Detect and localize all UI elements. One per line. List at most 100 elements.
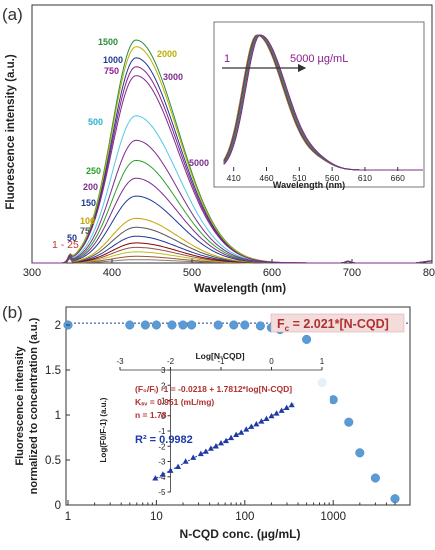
chart-a-inset: 410 460 510 560 610 660 Wavelength (nm) 1 500… <box>213 21 425 190</box>
inset-b-y-tick-label: -2 <box>158 442 166 451</box>
x-tick-label: 100 <box>235 511 254 523</box>
curve-label: 1000 <box>103 55 123 65</box>
curve-label: 750 <box>104 66 119 76</box>
inset-b-data-point <box>283 404 290 411</box>
inset-b-fit-line <box>152 403 295 481</box>
data-point <box>178 320 188 330</box>
inset-x-tick-label: 460 <box>259 173 273 183</box>
inset-b-x-tick-label: 0 <box>269 357 274 366</box>
inset-a-frame <box>213 21 425 188</box>
data-point <box>344 417 354 427</box>
data-point <box>355 448 365 458</box>
inset-b-y-tick-label: -1 <box>158 427 166 436</box>
inset-a-xticks: 410 460 510 560 610 660 <box>227 167 405 183</box>
fit-label: Fc = 2.021*[N-CQD] <box>277 317 389 333</box>
inset-a-xlabel: Wavelength (nm) <box>273 180 345 190</box>
curve-label: 150 <box>81 198 96 208</box>
x-tick-label: 700 <box>343 267 361 279</box>
inset-b-n: n = 1.78 <box>135 410 167 420</box>
chart-b-inset: -3 -2 -1 0 1 -5 -4 -3 -2 -1 0 1 2 3 Log[N-CQD] Log(F0… <box>99 351 330 497</box>
x-tick-label: 400 <box>103 267 121 279</box>
curve-label: 50 <box>67 233 77 243</box>
y-tick-label: 0 <box>55 500 61 512</box>
inset-b-xlabel: Log[N-CQD] <box>195 351 244 361</box>
inset-b-data-point <box>253 420 260 427</box>
inset-a-arrow-from: 1 <box>224 53 230 65</box>
chart-b-frame <box>65 306 411 506</box>
fit-label-box <box>270 313 405 333</box>
inset-x-tick-label: 660 <box>391 173 405 183</box>
chart-b-ylabel-line1: Fluorescence intensity <box>14 346 26 466</box>
x-tick-label: 300 <box>23 267 41 279</box>
inset-b-ksv: Kₛᵥ = 0.951 (mL/mg) <box>135 397 214 407</box>
inset-b-x-tick-label: -3 <box>116 357 124 366</box>
data-point <box>167 320 177 330</box>
data-point <box>229 320 239 330</box>
inset-b-data-point <box>182 458 189 464</box>
chart-a: 300 400 500 600 700 800 Wavelength (nm) Fluor… <box>5 4 435 295</box>
data-point <box>390 494 400 504</box>
chart-b-xlabel: N-CQD conc. (µg/mL) <box>180 527 301 541</box>
chart-a-curves <box>32 39 433 264</box>
curve-label: 75 <box>80 226 90 236</box>
chart-b: 1 10 100 1000 00.511.52 N-CQD conc. (µg/mL)… <box>14 306 411 541</box>
x-tick-label: 10 <box>150 511 163 523</box>
panel-a-label: (a) <box>2 5 23 24</box>
inset-b-y-tick-label: 3 <box>161 366 166 375</box>
x-tick-label: 600 <box>263 267 281 279</box>
inset-spectrum-line <box>223 34 423 171</box>
inset-b-y-tick-label: -5 <box>158 488 166 497</box>
inset-x-tick-label: 410 <box>227 173 241 183</box>
inset-b-y-tick-label: 1 <box>161 397 166 406</box>
x-tick-label: 1 <box>65 511 71 523</box>
inset-b-data-point <box>248 423 255 429</box>
data-point <box>213 320 223 330</box>
inset-x-tick-label: 510 <box>292 173 306 183</box>
curve-label: 3000 <box>163 72 183 82</box>
inset-b-x-tick-label: -1 <box>217 357 225 366</box>
inset-x-tick-label: 610 <box>358 173 372 183</box>
data-point <box>370 473 380 483</box>
inset-b-y-tick-label: -3 <box>158 458 166 467</box>
data-point <box>125 320 135 330</box>
spectrum-line <box>32 139 433 264</box>
panel-b-label: (b) <box>2 303 23 322</box>
y-tick-label: 1 <box>55 410 61 422</box>
x-tick-label: 500 <box>183 267 201 279</box>
inset-b-ylabel: Log(F0/F-1) (a.u.) <box>99 397 108 462</box>
chart-a-ylabel: Fluorescence intensity (a.u.) <box>5 54 17 209</box>
inset-a-arrow-to: 5000 µg/mL <box>290 53 348 65</box>
inset-b-y-tick-label: 0 <box>161 412 166 421</box>
inset-b-y-tick-label: 2 <box>161 381 166 390</box>
chart-b-ylabel-line2: normalized to concentration (a.u.) <box>28 317 40 494</box>
data-point <box>151 320 161 330</box>
curve-label: 1500 <box>98 37 118 47</box>
inset-b-r2: R² = 0.9982 <box>135 434 193 446</box>
chart-a-xticks: 300 400 500 600 700 800 <box>23 259 435 279</box>
inset-b-x-tick-label: 1 <box>320 357 325 366</box>
data-point <box>255 321 265 331</box>
inset-a-curves <box>223 34 423 171</box>
chart-b-xticks: 1 10 100 1000 <box>65 500 396 523</box>
chart-b-fit-label: Fc = 2.021*[N-CQD] <box>270 313 405 333</box>
range-label: 1 - 25 <box>52 239 79 251</box>
chart-a-xlabel: Wavelength (nm) <box>194 283 286 295</box>
data-point <box>140 320 150 330</box>
y-tick-label: 0.5 <box>45 455 61 467</box>
inset-b-equation: (F₀/Fᵢ) -1 = -0.0218 + 1.7812*log[N-CQD] <box>135 384 292 394</box>
y-tick-label: 1.5 <box>45 365 61 377</box>
data-point <box>240 320 250 330</box>
curve-label: 100 <box>80 216 95 226</box>
curve-label: 5000 <box>189 158 209 168</box>
curve-label: 200 <box>83 182 98 192</box>
y-tick-label: 2 <box>55 320 61 332</box>
data-point <box>302 334 312 344</box>
data-point <box>187 320 197 330</box>
curve-label: 2000 <box>157 49 177 59</box>
inset-x-tick-label: 560 <box>325 173 339 183</box>
inset-b-y-tick-label: -4 <box>158 473 166 482</box>
curve-label: 500 <box>88 117 103 127</box>
x-tick-label: 1000 <box>320 511 346 523</box>
